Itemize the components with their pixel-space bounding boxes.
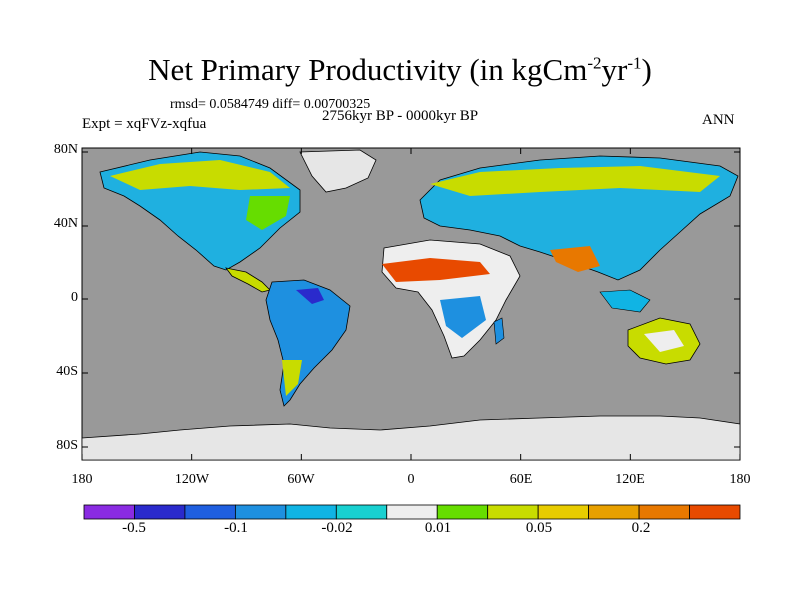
- lon-label-60e: 60E: [509, 472, 533, 487]
- colorbar-swatch: [335, 504, 388, 520]
- colorbar-label-5: 0.05: [525, 520, 553, 536]
- colorbar-swatch: [537, 504, 590, 520]
- time-period-label: 2756kyr BP - 0000kyr BP: [322, 108, 479, 124]
- south-america-south-band: [282, 360, 302, 396]
- eurasia-boreal-band: [430, 166, 720, 196]
- lon-label-180e: 180: [729, 472, 751, 487]
- north-america-east-band: [246, 196, 290, 230]
- southeast-asia-islands: [599, 289, 651, 313]
- lat-label-0: 0: [71, 290, 78, 305]
- africa-sahel-band: [382, 258, 490, 282]
- map-title: Net Primary Productivity (in kgCm-2yr-1): [148, 52, 652, 87]
- colorbar-swatch: [134, 504, 186, 520]
- colorbar-label-6: 0.2: [631, 520, 651, 536]
- colorbar-swatch: [234, 504, 287, 520]
- australia-interior: [644, 330, 684, 352]
- lat-label-40n: 40N: [53, 216, 78, 231]
- south-america-amazon: [296, 288, 324, 304]
- madagascar-landmass: [493, 317, 505, 345]
- antarctica-landmass: [81, 415, 741, 461]
- north-america-boreal-band: [110, 160, 290, 190]
- lat-label-80n: 80N: [53, 142, 78, 157]
- africa-central-band: [440, 296, 486, 338]
- lon-label-120e: 120E: [615, 472, 645, 487]
- greenland-landmass: [299, 149, 377, 193]
- colorbar-swatch: [285, 504, 337, 520]
- colorbar-swatch: [83, 504, 135, 520]
- colorbar-swatch: [638, 504, 690, 520]
- colorbar-swatch: [386, 504, 438, 520]
- lon-label-0: 0: [407, 472, 415, 487]
- colorbar-label-3: -0.02: [321, 520, 353, 536]
- rmsd-diff-stats: rmsd= 0.0584749 diff= 0.00700325: [170, 97, 371, 112]
- colorbar-label-2: -0.1: [224, 520, 248, 536]
- lat-label-40s: 40S: [56, 364, 78, 379]
- lat-label-80s: 80S: [56, 438, 78, 453]
- colorbar: [83, 504, 741, 520]
- lon-label-120w: 120W: [174, 472, 210, 487]
- central-america-landmass: [225, 267, 271, 293]
- season-label: ANN: [702, 112, 735, 128]
- colorbar-swatch: [689, 504, 741, 520]
- colorbar-label-1: -0.5: [122, 520, 146, 536]
- colorbar-swatch: [487, 504, 539, 520]
- colorbar-label-4: 0.01: [424, 520, 452, 536]
- lon-label-60w: 60W: [287, 472, 315, 487]
- colorbar-swatch: [588, 504, 640, 520]
- colorbar-swatch: [184, 504, 236, 520]
- colorbar-swatch: [436, 504, 489, 520]
- lon-label-180w: 180: [71, 472, 93, 487]
- asia-south-band: [550, 246, 600, 272]
- experiment-label: Expt = xqFVz-xqfua: [82, 116, 207, 132]
